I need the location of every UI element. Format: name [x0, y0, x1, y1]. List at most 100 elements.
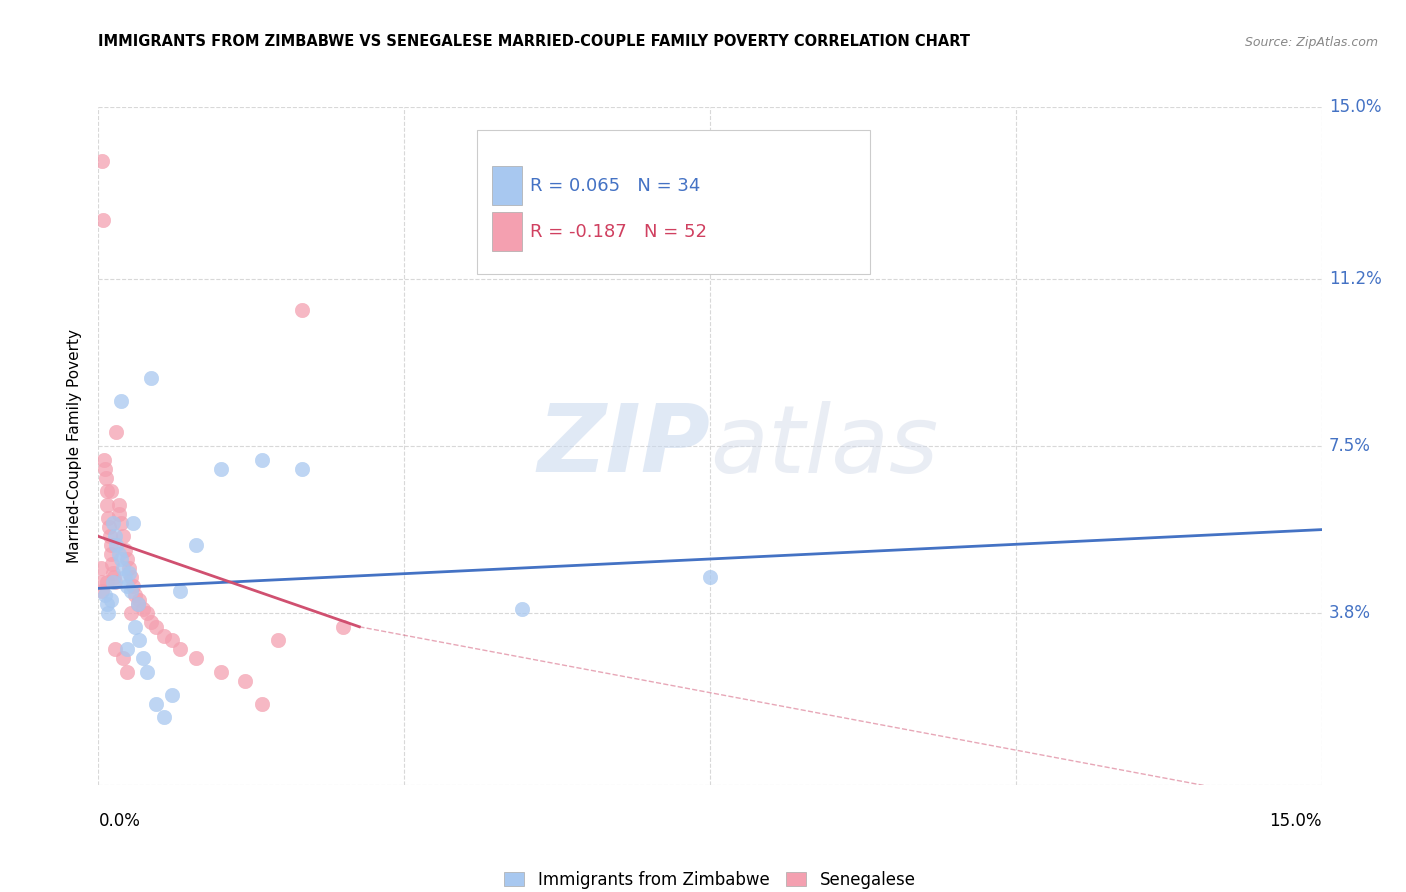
Point: [96, 597, 118, 611]
Point: [145, 697, 167, 711]
Point: [136, 606, 159, 620]
Point: [98, 529, 121, 543]
Point: [101, 516, 124, 530]
Point: [291, 461, 314, 475]
Point: [104, 529, 127, 543]
Point: [291, 303, 314, 318]
Text: R = 0.065   N = 34: R = 0.065 N = 34: [530, 177, 700, 194]
Point: [104, 642, 127, 657]
Point: [94, 588, 117, 602]
Point: [101, 574, 124, 589]
Text: R = -0.187   N = 52: R = -0.187 N = 52: [530, 223, 707, 241]
Text: 0.0%: 0.0%: [98, 812, 141, 830]
Text: 3.8%: 3.8%: [1329, 604, 1371, 623]
Text: 15.0%: 15.0%: [1329, 98, 1381, 116]
Point: [128, 592, 150, 607]
Point: [114, 543, 136, 558]
Point: [91, 213, 114, 227]
Point: [250, 697, 273, 711]
Legend: Immigrants from Zimbabwe, Senegalese: Immigrants from Zimbabwe, Senegalese: [498, 864, 922, 892]
Point: [105, 538, 128, 552]
Point: [132, 601, 155, 615]
Y-axis label: Married-Couple Family Poverty: Married-Couple Family Poverty: [67, 329, 83, 563]
Point: [96, 574, 118, 589]
Point: [111, 651, 134, 665]
Point: [90, 561, 112, 575]
Point: [100, 538, 122, 552]
Point: [145, 620, 167, 634]
Point: [96, 498, 118, 512]
Point: [124, 620, 146, 634]
Point: [115, 579, 138, 593]
Point: [114, 570, 136, 584]
Text: 15.0%: 15.0%: [1270, 812, 1322, 830]
Text: 7.5%: 7.5%: [1329, 437, 1371, 455]
Point: [120, 583, 142, 598]
Point: [90, 574, 112, 589]
Point: [141, 615, 163, 630]
Point: [94, 470, 117, 484]
Point: [108, 498, 131, 512]
Point: [108, 507, 131, 521]
Point: [169, 642, 191, 657]
Point: [160, 688, 183, 702]
Point: [97, 606, 120, 620]
Point: [91, 154, 114, 169]
Point: [108, 548, 131, 562]
Point: [267, 633, 290, 648]
Point: [209, 461, 232, 475]
Point: [250, 452, 273, 467]
Point: [233, 673, 256, 688]
Text: Source: ZipAtlas.com: Source: ZipAtlas.com: [1244, 36, 1378, 49]
Point: [105, 425, 128, 440]
Point: [132, 651, 155, 665]
Point: [332, 620, 354, 634]
Point: [699, 570, 721, 584]
Point: [96, 484, 118, 499]
Point: [136, 665, 159, 679]
Point: [91, 583, 114, 598]
Point: [118, 566, 141, 580]
Point: [120, 570, 142, 584]
Text: 11.2%: 11.2%: [1329, 269, 1382, 288]
Point: [101, 566, 124, 580]
Point: [186, 651, 208, 665]
Point: [100, 592, 122, 607]
Point: [103, 570, 125, 584]
Point: [127, 597, 149, 611]
Point: [160, 633, 183, 648]
Point: [110, 552, 132, 566]
Text: atlas: atlas: [710, 401, 938, 491]
Point: [98, 520, 121, 534]
Point: [209, 665, 232, 679]
Point: [101, 557, 124, 571]
Point: [120, 606, 142, 620]
Point: [121, 579, 143, 593]
Point: [186, 538, 208, 552]
Point: [121, 516, 143, 530]
Point: [94, 461, 117, 475]
Point: [128, 633, 150, 648]
Point: [141, 371, 163, 385]
Point: [124, 588, 146, 602]
Point: [512, 601, 534, 615]
Text: IMMIGRANTS FROM ZIMBABWE VS SENEGALESE MARRIED-COUPLE FAMILY POVERTY CORRELATION: IMMIGRANTS FROM ZIMBABWE VS SENEGALESE M…: [98, 34, 970, 49]
Point: [93, 452, 115, 467]
Point: [110, 516, 132, 530]
Point: [111, 561, 134, 575]
Point: [152, 629, 174, 643]
Point: [110, 393, 132, 408]
Text: ZIP: ZIP: [537, 400, 710, 492]
Point: [104, 574, 127, 589]
Point: [115, 552, 138, 566]
Point: [111, 529, 134, 543]
Point: [100, 548, 122, 562]
Point: [115, 665, 138, 679]
Point: [152, 710, 174, 724]
Point: [115, 642, 138, 657]
Point: [100, 484, 122, 499]
Point: [169, 583, 191, 598]
Point: [118, 561, 141, 575]
Point: [97, 511, 120, 525]
Point: [127, 597, 149, 611]
